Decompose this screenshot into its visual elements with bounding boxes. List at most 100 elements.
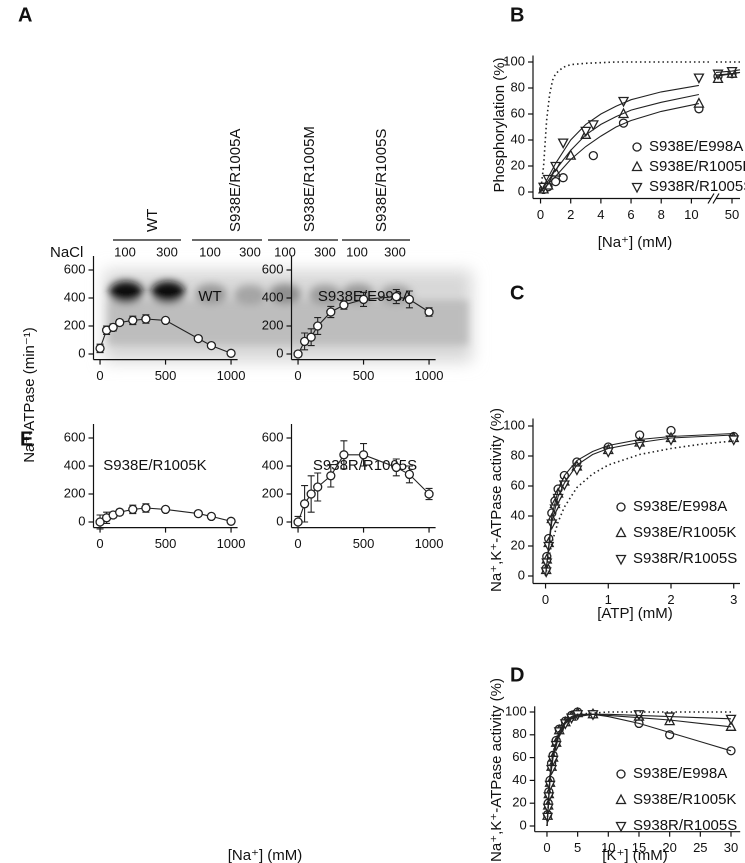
data-point [226, 516, 236, 526]
gel-group-label: S938E/R1005M [301, 126, 318, 232]
x-axis-label: [Na⁺] (mM) [228, 847, 303, 863]
data-point [141, 314, 151, 324]
y-tick-label: 200 [262, 485, 284, 500]
x-tick-label: 15 [632, 840, 646, 855]
data-point [95, 517, 105, 527]
x-tick-label: 6 [627, 207, 634, 222]
data-point [128, 504, 138, 515]
data-point [160, 315, 171, 326]
data-point [193, 508, 203, 519]
x-tick-label: 25 [693, 840, 707, 855]
data-point [558, 173, 568, 183]
y-tick-label: 100 [503, 417, 525, 432]
data-point [293, 517, 303, 527]
panel-letter: B [510, 4, 524, 26]
data-point [587, 120, 599, 131]
y-tick-label: 80 [511, 79, 525, 94]
legend-label: S938E/E998A [633, 498, 727, 515]
x-tick-label: 10 [601, 840, 615, 855]
y-tick-label: 0 [276, 345, 283, 360]
lane-label: 100 [199, 244, 221, 259]
y-tick-label: 400 [262, 457, 284, 472]
y-axis-label: Na⁺,K⁺-ATPase activity (%) [488, 408, 505, 592]
x-tick-label: 1 [605, 592, 612, 607]
data-point [128, 315, 138, 326]
x-tick-label: 500 [353, 368, 375, 383]
data-point [339, 450, 349, 460]
y-tick-label: 0 [519, 817, 526, 832]
x-tick-label: 0 [294, 536, 301, 551]
data-point [358, 294, 369, 305]
x-tick-label: 8 [658, 207, 665, 222]
x-tick-label: 10 [684, 207, 698, 222]
data-point [391, 291, 401, 302]
legend-label: S938E/R1005K [649, 158, 745, 175]
lane-label: 300 [156, 244, 178, 259]
data-point [299, 336, 310, 347]
y-tick-label: 0 [518, 567, 525, 582]
data-point [293, 349, 303, 359]
y-tick-label: 60 [512, 749, 526, 764]
fit-line [546, 713, 732, 827]
data-point [306, 332, 316, 342]
x-tick-label: 2 [667, 592, 674, 607]
y-tick-label: 400 [262, 289, 284, 304]
x-axis-label: [Na⁺] (mM) [598, 234, 673, 251]
gel-group-label: WT [144, 209, 161, 232]
subplot-title: S938E/R1005K [103, 457, 206, 474]
lane-label: 100 [274, 244, 296, 259]
fit-line [544, 434, 734, 577]
data-point [160, 504, 171, 515]
legend-marker [615, 821, 627, 833]
data-point [728, 435, 740, 446]
legend-label: S938E/E998A [649, 138, 743, 155]
data-point [95, 343, 105, 354]
lane-label: 300 [239, 244, 261, 259]
data-point [558, 480, 570, 491]
axis-break [712, 193, 720, 204]
data-point [693, 73, 705, 84]
y-tick-label: 200 [64, 317, 86, 332]
x-tick-label: 0 [542, 592, 549, 607]
x-tick-label: 0 [537, 207, 544, 222]
data-point [206, 340, 217, 351]
y-axis-label: Phosphorylation (%) [491, 57, 508, 192]
panel-letter: C [510, 282, 524, 304]
data-point [424, 307, 434, 317]
legend-marker [616, 502, 626, 512]
y-tick-label: 100 [505, 703, 527, 718]
lane-label: 300 [314, 244, 336, 259]
y-tick-label: 0 [78, 345, 85, 360]
x-tick-label: 2 [567, 207, 574, 222]
y-tick-label: 600 [64, 429, 86, 444]
data-point [313, 321, 323, 331]
data-point [391, 462, 401, 473]
y-tick-label: 0 [276, 513, 283, 528]
y-tick-label: 600 [262, 429, 284, 444]
legend-label: S938R/R1005S [649, 178, 745, 195]
x-tick-label: 0 [543, 840, 550, 855]
legend-marker [632, 142, 642, 152]
legend-marker [615, 793, 627, 805]
x-tick-label: 0 [294, 368, 301, 383]
fit-line [540, 71, 741, 193]
data-point [557, 138, 569, 149]
y-tick-label: 60 [511, 105, 525, 120]
y-tick-label: 200 [262, 317, 284, 332]
y-tick-label: 80 [512, 726, 526, 741]
x-tick-label: 1000 [217, 536, 246, 551]
data-point [115, 507, 125, 517]
x-tick-label: 3 [730, 592, 737, 607]
legend-label: S938E/R1005K [633, 791, 736, 808]
fit-line [540, 69, 741, 193]
legend-marker [631, 182, 643, 194]
x-tick-label: 50 [725, 207, 739, 222]
data-point [115, 317, 125, 328]
panel-letter: D [510, 664, 524, 686]
data-point [339, 300, 349, 310]
data-point [588, 150, 598, 161]
subplot-title: WT [198, 288, 221, 305]
y-tick-label: 600 [64, 261, 86, 276]
legend-label: S938R/R1005S [633, 817, 737, 834]
